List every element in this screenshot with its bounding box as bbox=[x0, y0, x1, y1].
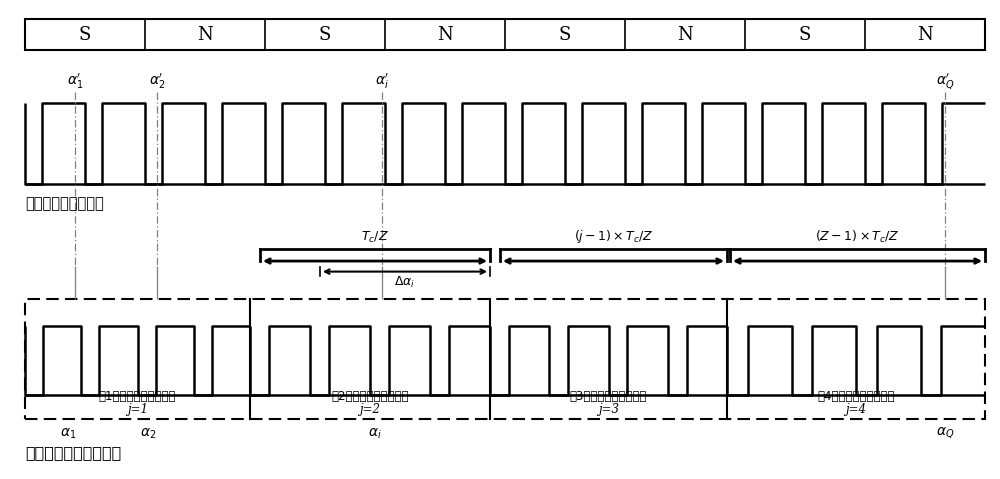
Text: $(Z-1)\times T_c / Z$: $(Z-1)\times T_c / Z$ bbox=[815, 229, 900, 245]
Text: 第2个单元电机对应的槽: 第2个单元电机对应的槽 bbox=[331, 389, 409, 403]
Text: j=2: j=2 bbox=[360, 403, 380, 416]
Text: $\alpha_i'$: $\alpha_i'$ bbox=[375, 72, 389, 91]
Text: N: N bbox=[197, 26, 213, 44]
Text: 第4个单元电机对应的槽: 第4个单元电机对应的槽 bbox=[817, 389, 895, 403]
Text: S: S bbox=[559, 26, 571, 44]
Text: j=3: j=3 bbox=[598, 403, 619, 416]
Bar bbox=[25, 299, 985, 419]
Text: 非均匀分布定子槽结构: 非均匀分布定子槽结构 bbox=[25, 445, 121, 460]
Text: $T_c / Z$: $T_c / Z$ bbox=[361, 230, 389, 245]
Text: $\Delta\alpha_i$: $\Delta\alpha_i$ bbox=[394, 275, 416, 290]
Text: j=4: j=4 bbox=[846, 403, 866, 416]
Text: 第3个单元电机对应的槽: 第3个单元电机对应的槽 bbox=[570, 389, 647, 403]
Text: S: S bbox=[319, 26, 331, 44]
Text: $\alpha_2$: $\alpha_2$ bbox=[140, 426, 156, 441]
Text: S: S bbox=[799, 26, 811, 44]
Text: N: N bbox=[677, 26, 693, 44]
Text: $\alpha_1$: $\alpha_1$ bbox=[60, 426, 76, 441]
Text: N: N bbox=[917, 26, 933, 44]
Text: $\alpha_1'$: $\alpha_1'$ bbox=[67, 72, 83, 91]
Text: $\alpha_Q$: $\alpha_Q$ bbox=[936, 426, 954, 441]
Text: $\alpha_Q'$: $\alpha_Q'$ bbox=[936, 71, 954, 91]
Text: 第1个单元电机对应的槽: 第1个单元电机对应的槽 bbox=[99, 389, 176, 403]
Text: N: N bbox=[437, 26, 453, 44]
Text: 均匀分布定子槽结构: 均匀分布定子槽结构 bbox=[25, 196, 104, 211]
Text: $(j-1)\times T_c / Z$: $(j-1)\times T_c / Z$ bbox=[574, 228, 653, 245]
Text: j=1: j=1 bbox=[127, 403, 148, 416]
Text: $\alpha_i$: $\alpha_i$ bbox=[368, 426, 382, 441]
Text: $\alpha_2'$: $\alpha_2'$ bbox=[149, 72, 165, 91]
Bar bbox=[25, 19, 985, 50]
Text: S: S bbox=[79, 26, 91, 44]
